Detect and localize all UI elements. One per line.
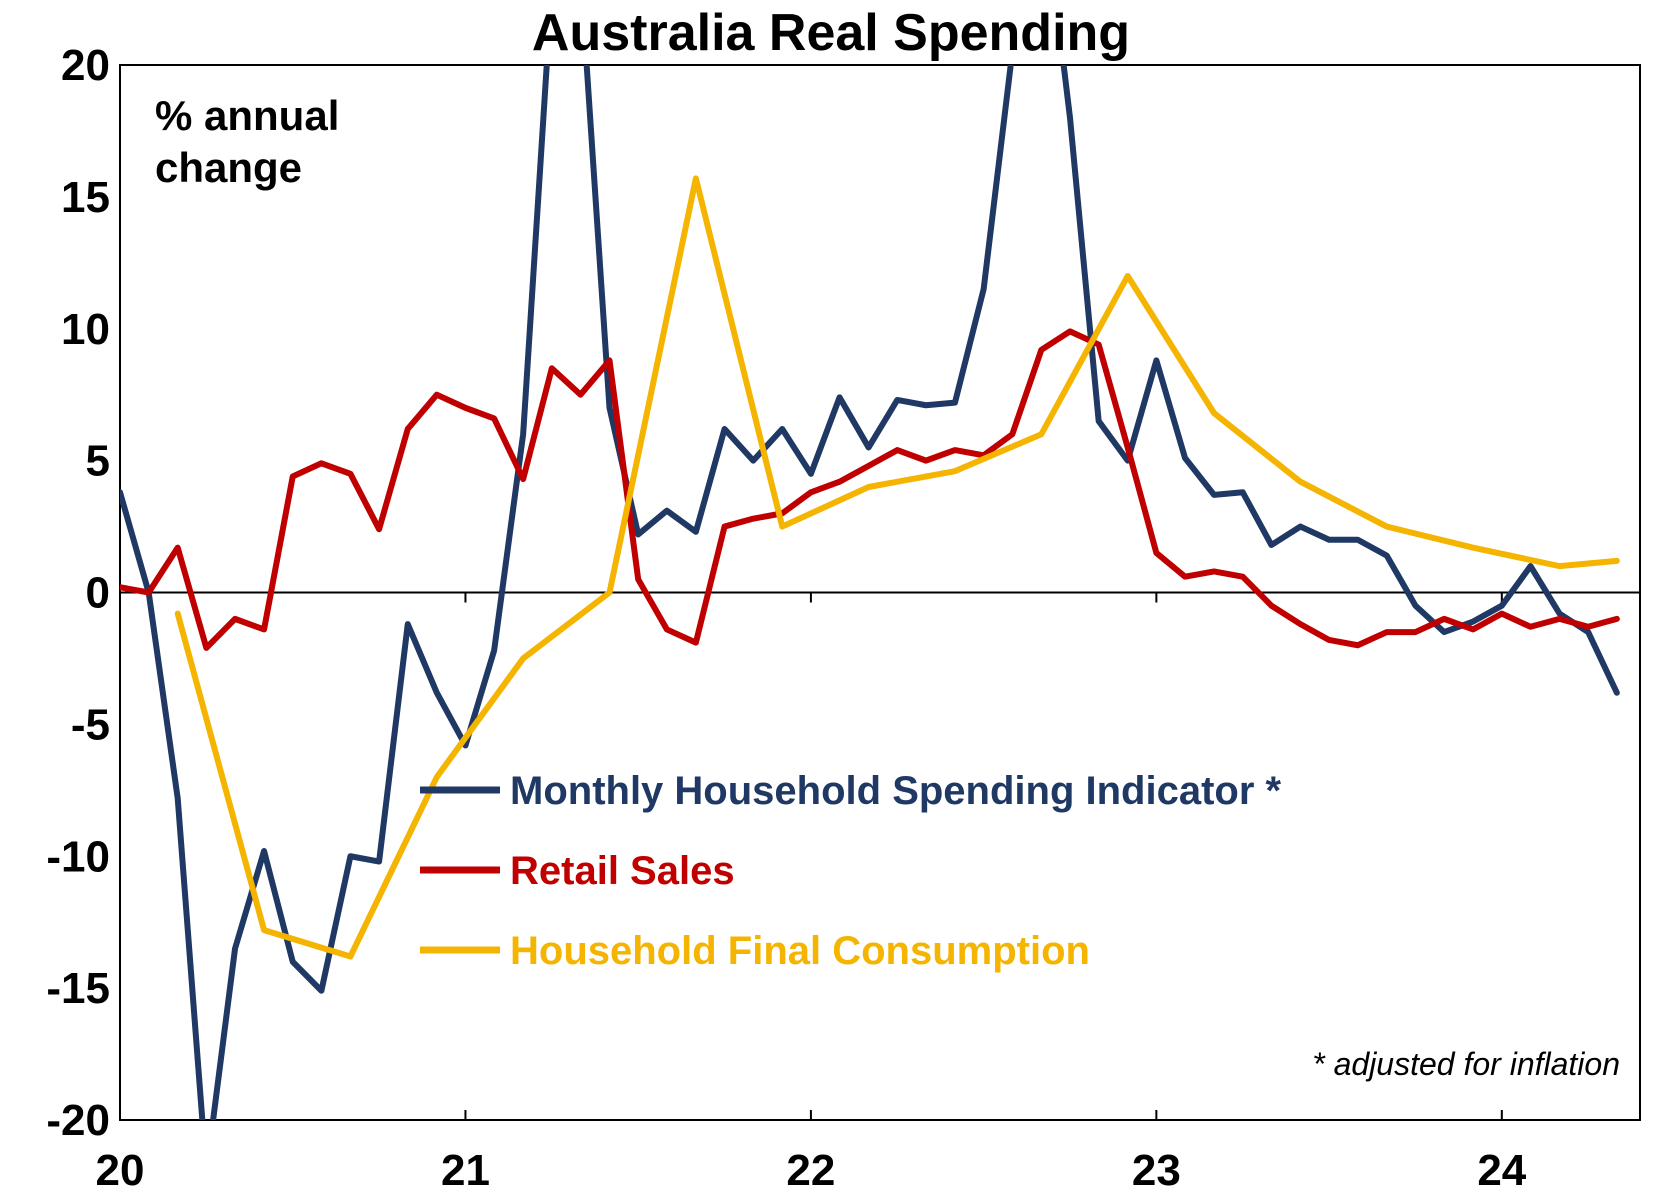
legend-label: Retail Sales <box>510 849 735 893</box>
y-tick-label: 10 <box>61 305 110 354</box>
y-tick-label: -15 <box>46 964 110 1013</box>
y-tick-label: -10 <box>46 832 110 881</box>
legend-label: Monthly Household Spending Indicator * <box>510 769 1282 813</box>
x-tick-label: 21 <box>441 1146 490 1195</box>
y-tick-label: 5 <box>86 437 110 486</box>
legend-label: Household Final Consumption <box>510 929 1090 973</box>
y-axis-annotation: change <box>155 144 302 191</box>
chart-title: Australia Real Spending <box>532 4 1130 62</box>
x-tick-label: 23 <box>1132 1146 1181 1195</box>
y-tick-label: 15 <box>61 173 110 222</box>
y-tick-label: -5 <box>71 700 110 749</box>
line-chart: Australia Real Spending -20 -15 -10 -5 0 5 10 15… <box>0 0 1662 1202</box>
y-tick-label: 0 <box>86 569 110 618</box>
chart-container: Australia Real Spending -20 -15 -10 -5 0 5 10 15… <box>0 0 1662 1202</box>
x-tick-label: 20 <box>96 1146 145 1195</box>
footnote: * adjusted for inflation <box>1312 1046 1620 1082</box>
x-tick-label: 24 <box>1477 1146 1526 1195</box>
y-tick-label: 20 <box>61 41 110 90</box>
x-tick-label: 22 <box>786 1146 835 1195</box>
y-axis-annotation: % annual <box>155 92 339 139</box>
y-tick-label: -20 <box>46 1096 110 1145</box>
